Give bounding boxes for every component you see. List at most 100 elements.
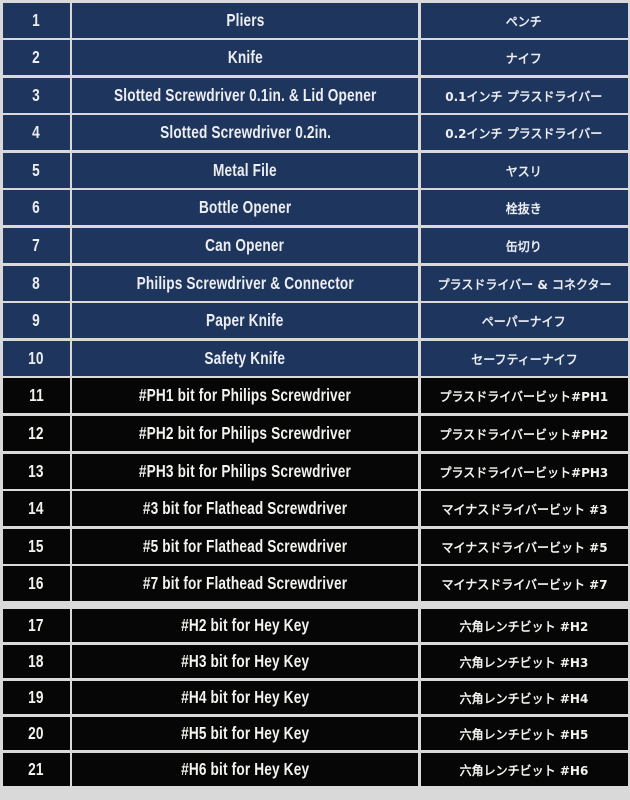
table-row: 9 Paper Knife ペーパーナイフ [2, 303, 628, 339]
row-number-cell: 12 [2, 416, 70, 452]
row-number: 7 [32, 235, 40, 256]
table-row: 13 #PH3 bit for Philips Screwdriver プラスド… [2, 453, 628, 489]
item-name-ja-cell: プラスドライバービット#PH1 [420, 378, 628, 414]
table-row: 3 Slotted Screwdriver 0.1in. & Lid Opene… [2, 77, 628, 113]
table-row: 18 #H3 bit for Hey Key 六角レンチビット #H3 [2, 644, 628, 679]
item-name-en-cell: #H6 bit for Hey Key [72, 752, 419, 787]
row-number-cell: 7 [2, 228, 70, 264]
item-name-ja-cell: 六角レンチビット #H4 [420, 680, 628, 715]
row-number: 3 [32, 84, 40, 105]
item-name-ja: 0.1インチ プラスドライバー [445, 88, 603, 104]
item-name-ja: プラスドライバービット#PH1 [439, 389, 609, 405]
item-name-ja: プラスドライバー & コネクター [437, 276, 612, 292]
item-name-en: #H6 bit for Hey Key [181, 759, 310, 780]
item-name-ja: ヤスリ [506, 163, 543, 179]
item-name-ja-cell: ヤスリ [420, 152, 628, 188]
item-name-en-cell: Philips Screwdriver & Connector [72, 265, 419, 301]
row-number: 12 [28, 423, 44, 444]
item-name-en: #7 bit for Flathead Screwdriver [142, 573, 348, 594]
table-row: 2 Knife ナイフ [2, 40, 628, 76]
row-number-cell: 18 [2, 644, 70, 679]
row-number: 11 [28, 385, 44, 406]
item-name-en: Slotted Screwdriver 0.2in. [159, 122, 331, 143]
item-name-en-cell: #H4 bit for Hey Key [72, 680, 419, 715]
row-number-cell: 20 [2, 716, 70, 751]
item-name-en-cell: #PH3 bit for Philips Screwdriver [72, 453, 419, 489]
item-name-ja: 六角レンチビット #H2 [459, 619, 589, 635]
item-name-ja-cell: ペンチ [420, 2, 628, 38]
item-name-ja-cell: 0.2インチ プラスドライバー [420, 115, 628, 151]
item-name-ja: マイナスドライバービット #5 [441, 539, 608, 555]
item-name-en-cell: Pliers [72, 2, 419, 38]
row-number: 14 [28, 498, 44, 519]
item-name-en: #3 bit for Flathead Screwdriver [142, 498, 348, 519]
item-name-en: #PH1 bit for Philips Screwdriver [139, 385, 352, 406]
item-name-en: #PH2 bit for Philips Screwdriver [139, 423, 352, 444]
item-name-en-cell: Slotted Screwdriver 0.1in. & Lid Opener [72, 77, 419, 113]
row-number-cell: 9 [2, 303, 70, 339]
table-row: 5 Metal File ヤスリ [2, 152, 628, 188]
item-name-en-cell: Slotted Screwdriver 0.2in. [72, 115, 419, 151]
item-name-ja-cell: 栓抜き [420, 190, 628, 226]
table-row: 15 #5 bit for Flathead Screwdriver マイナスド… [2, 528, 628, 564]
table-row: 6 Bottle Opener 栓抜き [2, 190, 628, 226]
item-name-en-cell: #3 bit for Flathead Screwdriver [72, 491, 419, 527]
item-name-en-cell: Can Opener [72, 228, 419, 264]
item-name-en: Philips Screwdriver & Connector [136, 272, 354, 293]
item-name-en: #H5 bit for Hey Key [181, 723, 310, 744]
row-number: 6 [32, 197, 40, 218]
item-name-ja: 六角レンチビット #H4 [459, 691, 589, 707]
item-name-ja: 六角レンチビット #H5 [459, 727, 589, 743]
table-row: 4 Slotted Screwdriver 0.2in. 0.2インチ プラスド… [2, 115, 628, 151]
item-name-ja-cell: 六角レンチビット #H2 [420, 609, 628, 643]
row-number: 18 [28, 651, 44, 672]
row-number-cell: 4 [2, 115, 70, 151]
item-name-ja: マイナスドライバービット #3 [441, 502, 608, 518]
row-number: 9 [32, 310, 40, 331]
table-row: 20 #H5 bit for Hey Key 六角レンチビット #H5 [2, 716, 628, 751]
item-name-en-cell: Safety Knife [72, 340, 419, 376]
item-name-ja-cell: プラスドライバービット#PH3 [420, 453, 628, 489]
row-number: 20 [28, 723, 44, 744]
item-name-en-cell: #H5 bit for Hey Key [72, 716, 419, 751]
row-number: 19 [28, 687, 44, 708]
item-name-ja: 六角レンチビット #H3 [459, 655, 589, 671]
item-name-ja-cell: 0.1インチ プラスドライバー [420, 77, 628, 113]
table-row: 11 #PH1 bit for Philips Screwdriver プラスド… [2, 378, 628, 414]
row-number-cell: 15 [2, 528, 70, 564]
row-number-cell: 1 [2, 2, 70, 38]
item-name-en-cell: Knife [72, 40, 419, 76]
item-name-en: Knife [227, 47, 263, 68]
row-number-cell: 14 [2, 491, 70, 527]
table-row: 16 #7 bit for Flathead Screwdriver マイナスド… [2, 566, 628, 602]
item-name-ja: ペンチ [506, 13, 543, 29]
item-name-en-cell: Bottle Opener [72, 190, 419, 226]
item-name-ja-cell: セーフティーナイフ [420, 340, 628, 376]
item-name-ja: ペーパーナイフ [482, 314, 567, 330]
row-number: 17 [28, 615, 44, 636]
item-name-ja: 六角レンチビット #H6 [459, 763, 589, 779]
row-number: 15 [28, 535, 44, 556]
item-name-en-cell: #H2 bit for Hey Key [72, 609, 419, 643]
row-number: 10 [28, 347, 44, 368]
row-number: 5 [32, 159, 40, 180]
item-name-en: #H3 bit for Hey Key [181, 651, 310, 672]
item-name-ja: 0.2インチ プラスドライバー [445, 126, 603, 142]
table-row: 1 Pliers ペンチ [2, 2, 628, 38]
row-number-cell: 10 [2, 340, 70, 376]
row-number: 4 [32, 122, 40, 143]
item-name-en: Safety Knife [204, 347, 286, 368]
item-name-en: #5 bit for Flathead Screwdriver [142, 535, 348, 556]
row-number: 21 [28, 759, 44, 780]
table-row: 19 #H4 bit for Hey Key 六角レンチビット #H4 [2, 680, 628, 715]
row-number-cell: 11 [2, 378, 70, 414]
item-name-ja-cell: プラスドライバービット#PH2 [420, 416, 628, 452]
row-number-cell: 2 [2, 40, 70, 76]
row-number-cell: 6 [2, 190, 70, 226]
item-name-en-cell: #PH1 bit for Philips Screwdriver [72, 378, 419, 414]
item-name-ja: 缶切り [506, 239, 543, 255]
row-number: 13 [28, 460, 44, 481]
item-name-ja: プラスドライバービット#PH3 [439, 464, 609, 480]
item-name-en: Metal File [213, 159, 277, 180]
item-name-en: Pliers [226, 9, 265, 30]
